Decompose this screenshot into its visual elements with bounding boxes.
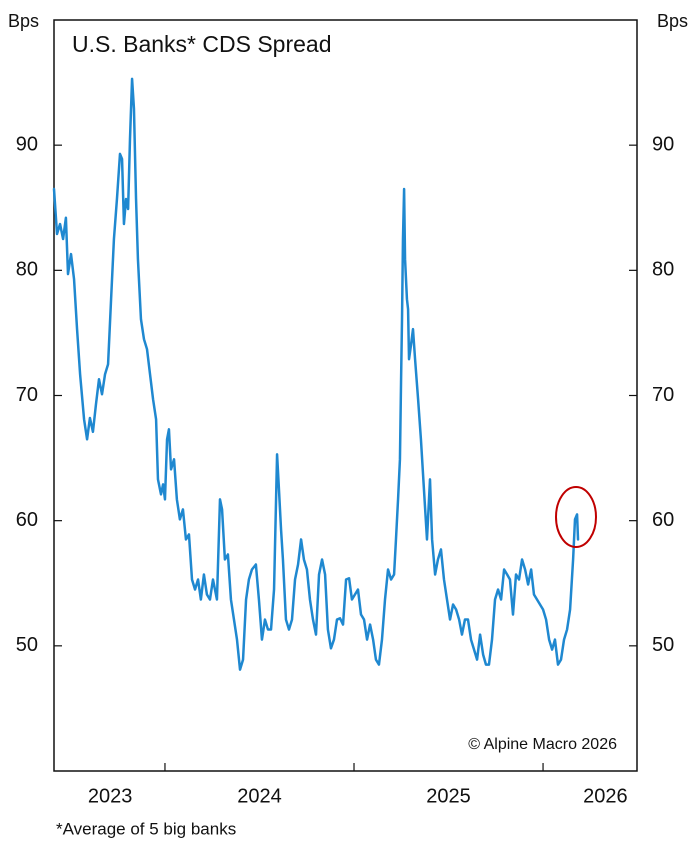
y2-tick-label: 80	[652, 259, 674, 281]
y-tick-label: 80	[16, 259, 38, 281]
y-tick-label: 90	[16, 133, 38, 155]
data-line	[52, 77, 580, 671]
x-tick-label: 2025	[426, 785, 471, 807]
y-tick-label: 60	[16, 509, 38, 531]
plot-frame	[53, 19, 638, 772]
y-axis-label: Bps	[8, 11, 39, 31]
y-tick-label: 70	[16, 384, 38, 406]
x-tick-label: 2024	[237, 785, 282, 807]
y2-tick-label: 90	[652, 133, 674, 155]
highlight-circle	[555, 486, 597, 548]
y2-axis-label: Bps	[657, 11, 688, 31]
footnote: *Average of 5 big banks	[56, 819, 236, 838]
x-tick-label: 2026	[583, 785, 628, 807]
x-tick-label: 2023	[88, 785, 133, 807]
y2-tick-label: 60	[652, 509, 674, 531]
chart-title: U.S. Banks* CDS Spread	[72, 31, 332, 57]
y2-tick-label: 70	[652, 384, 674, 406]
source-note: © Alpine Macro 2026	[468, 736, 617, 753]
y2-tick-label: 50	[652, 634, 674, 656]
y-tick-label: 50	[16, 634, 38, 656]
